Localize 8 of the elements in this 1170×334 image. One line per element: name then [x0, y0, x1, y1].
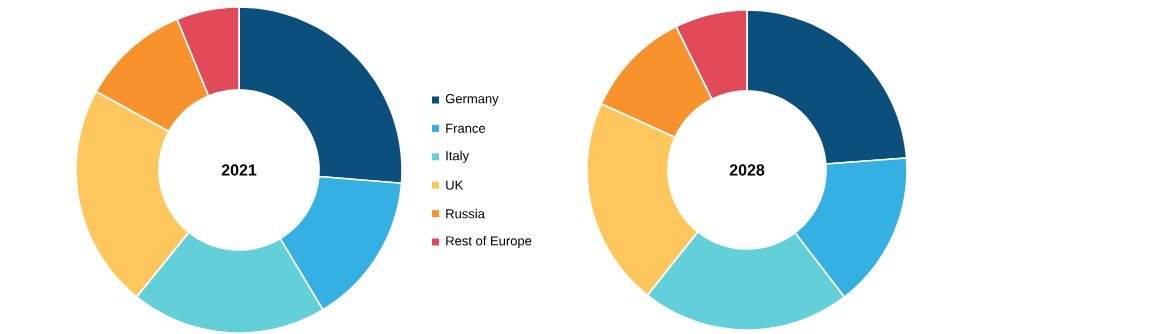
legend-label: France: [446, 123, 486, 134]
legend-label: Russia: [446, 208, 485, 219]
text: 2028: [729, 164, 765, 176]
legend-label: UK: [446, 180, 464, 190]
legend-label: Italy: [446, 150, 470, 163]
text: 2021: [221, 164, 257, 176]
legend-label: Germany: [445, 94, 499, 106]
legend-label: Rest of Europe: [446, 236, 532, 249]
